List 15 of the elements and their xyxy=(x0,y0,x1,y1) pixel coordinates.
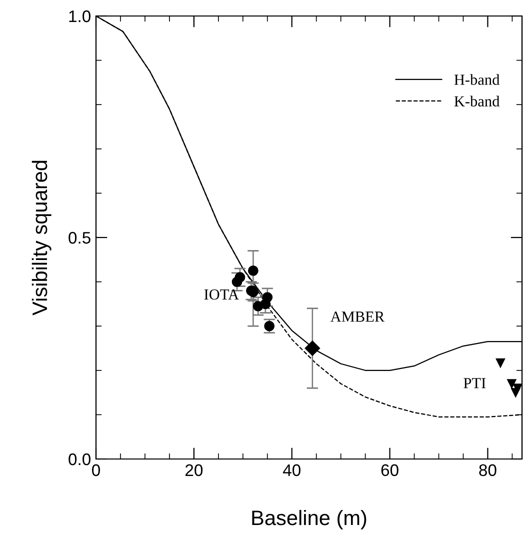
y-tick-label: 1.0 xyxy=(69,10,90,22)
annotation: AMBER xyxy=(330,312,385,322)
annotation: IOTA xyxy=(204,289,239,300)
x-tick-label: 80 xyxy=(479,464,496,476)
x-tick-label: 20 xyxy=(186,464,203,476)
legend-label: H-band xyxy=(454,74,500,85)
x-tick-label: 0 xyxy=(92,464,100,476)
x-tick-label: 40 xyxy=(282,464,300,476)
x-axis-title: Baseline (m) xyxy=(252,510,366,530)
y-tick-label: 0.5 xyxy=(68,232,90,244)
legend-label: K-band xyxy=(454,96,500,106)
y-tick-label: 0.0 xyxy=(68,453,90,466)
y-axis-title: Visibility squared xyxy=(32,160,52,316)
x-tick-label: 60 xyxy=(381,464,398,476)
annotation: PTI xyxy=(464,378,486,388)
